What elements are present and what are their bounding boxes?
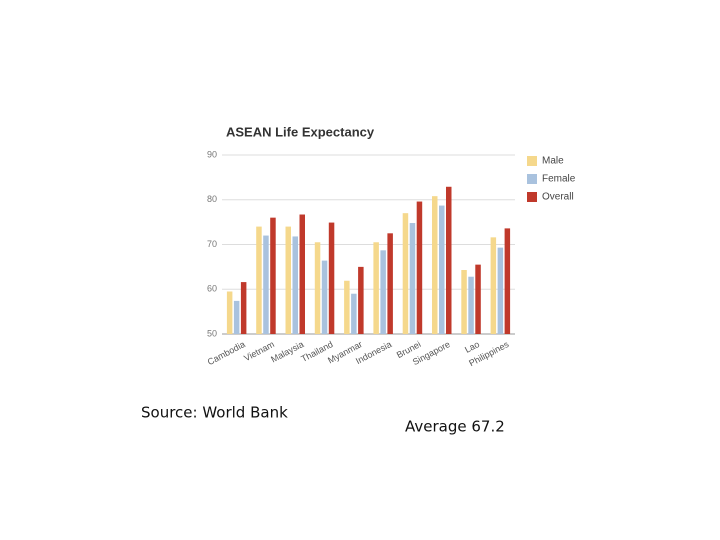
bar: [446, 186, 452, 334]
x-tick-label: Cambodia: [206, 339, 247, 367]
bar: [373, 242, 379, 334]
bar: [351, 293, 357, 334]
bar: [380, 250, 386, 334]
legend-label: Female: [542, 174, 576, 185]
bar: [416, 201, 423, 334]
bar: [240, 282, 247, 334]
bar: [256, 226, 262, 334]
bar: [468, 276, 474, 334]
bar: [490, 237, 497, 334]
bar: [409, 223, 416, 334]
y-tick-label: 80: [207, 194, 217, 204]
y-tick-label: 90: [207, 149, 217, 159]
bar: [504, 228, 511, 334]
x-tick-label: Malaysia: [269, 339, 305, 365]
bar: [475, 264, 481, 334]
bar: [270, 217, 276, 334]
bar: [321, 260, 328, 334]
bar: [314, 242, 321, 334]
legend-swatch: [527, 156, 537, 166]
bar: [358, 266, 364, 334]
bar: [328, 222, 335, 334]
bar: [299, 214, 305, 334]
bar: [344, 280, 350, 334]
average: Average 67.2: [405, 418, 505, 436]
legend-swatch: [527, 192, 537, 202]
legend-swatch: [527, 174, 537, 184]
bar: [285, 226, 291, 334]
y-tick-label: 60: [207, 284, 217, 294]
bar: [226, 291, 233, 334]
bar: [233, 300, 240, 334]
bar: [461, 270, 467, 334]
bar: [387, 233, 393, 334]
legend-label: Overall: [542, 192, 574, 203]
bar: [402, 213, 409, 334]
chart-title: ASEAN Life Expectancy: [226, 124, 375, 139]
bar: [263, 235, 269, 334]
bar: [432, 196, 438, 334]
y-tick-label: 50: [207, 328, 217, 338]
legend-label: Male: [542, 156, 564, 167]
y-tick-label: 70: [207, 239, 217, 249]
source: Source: World Bank: [141, 404, 288, 422]
bar: [292, 236, 298, 334]
bar: [497, 247, 504, 334]
bar: [439, 205, 445, 334]
